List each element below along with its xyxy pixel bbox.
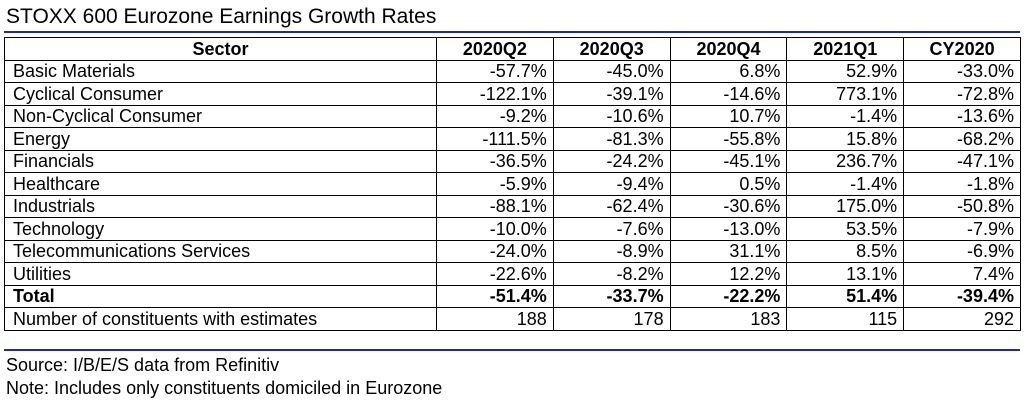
value-cell: -10.6% — [552, 104, 671, 128]
sector-cell: Industrials — [4, 194, 437, 218]
value-cell: 236.7% — [786, 149, 905, 173]
header-row: Sector 2020Q2 2020Q3 2020Q4 2021Q1 CY202… — [4, 37, 1021, 61]
value-cell: 52.9% — [786, 59, 905, 83]
value-cell: -50.8% — [903, 194, 1021, 218]
value-cell: -1.4% — [786, 172, 905, 196]
value-cell: 115 — [786, 307, 905, 331]
sector-cell: Cyclical Consumer — [4, 82, 437, 106]
value-cell: -47.1% — [903, 149, 1021, 173]
table-row: Cyclical Consumer -122.1% -39.1% -14.6% 773.… — [4, 82, 1021, 106]
sector-cell: Number of constituents with estimates — [4, 307, 437, 331]
sector-cell: Basic Materials — [4, 59, 437, 83]
value-cell: -13.0% — [669, 217, 788, 241]
value-cell: 10.7% — [669, 104, 788, 128]
source-note: Source: I/B/E/S data from Refinitiv — [6, 355, 280, 375]
value-cell: -8.2% — [552, 262, 671, 286]
value-cell: 6.8% — [669, 59, 788, 83]
value-cell: 292 — [903, 307, 1021, 331]
value-cell: -55.8% — [669, 127, 788, 151]
value-cell: -22.6% — [436, 262, 554, 286]
column-header-2021q1: 2021Q1 — [786, 37, 905, 61]
value-cell: -81.3% — [552, 127, 671, 151]
bottom-rule — [4, 349, 1020, 351]
value-cell: -68.2% — [903, 127, 1021, 151]
value-cell: -45.0% — [552, 59, 671, 83]
value-cell: -5.9% — [436, 172, 554, 196]
value-cell: -10.0% — [436, 217, 554, 241]
value-cell: 53.5% — [786, 217, 905, 241]
value-cell: -1.8% — [903, 172, 1021, 196]
table-row: Energy -111.5% -81.3% -55.8% 15.8% -68.2% — [4, 127, 1021, 151]
value-cell: -6.9% — [903, 239, 1021, 263]
value-cell: 178 — [552, 307, 671, 331]
value-cell: 7.4% — [903, 262, 1021, 286]
footnotes: Source: I/B/E/S data from Refinitiv Note… — [6, 354, 442, 400]
column-header-2020q2: 2020Q2 — [436, 37, 554, 61]
value-cell: 773.1% — [786, 82, 905, 106]
value-cell: -111.5% — [436, 127, 554, 151]
value-cell: -62.4% — [552, 194, 671, 218]
table-row: Non-Cyclical Consumer -9.2% -10.6% 10.7% -1.… — [4, 104, 1021, 128]
table-row: Telecommunications Services -24.0% -8.9% 31… — [4, 239, 1021, 263]
column-header-2020q4: 2020Q4 — [669, 37, 788, 61]
constituents-row: Number of constituents with estimates 188… — [4, 307, 1021, 331]
table-row: Basic Materials -57.7% -45.0% 6.8% 52.9% -33.… — [4, 59, 1021, 83]
sector-cell: Healthcare — [4, 172, 437, 196]
table-row: Technology -10.0% -7.6% -13.0% 53.5% -7.9% — [4, 217, 1021, 241]
total-row: Total -51.4% -33.7% -22.2% 51.4% -39.4% — [4, 284, 1021, 308]
scope-note: Note: Includes only constituents domicil… — [6, 378, 443, 398]
value-cell: -9.2% — [436, 104, 554, 128]
value-cell: -36.5% — [436, 149, 554, 173]
value-cell: 31.1% — [669, 239, 788, 263]
table-row: Healthcare -5.9% -9.4% 0.5% -1.4% -1.8% — [4, 172, 1021, 196]
value-cell: -51.4% — [436, 284, 554, 308]
value-cell: -33.0% — [903, 59, 1021, 83]
value-cell: -22.2% — [669, 284, 788, 308]
top-rule — [4, 31, 1020, 33]
column-header-2020q3: 2020Q3 — [552, 37, 671, 61]
sector-cell: Utilities — [4, 262, 437, 286]
value-cell: 188 — [436, 307, 554, 331]
sector-cell: Telecommunications Services — [4, 239, 437, 263]
table-title: STOXX 600 Eurozone Earnings Growth Rates — [6, 5, 437, 28]
column-header-sector: Sector — [4, 37, 437, 61]
sector-cell: Technology — [4, 217, 437, 241]
value-cell: 12.2% — [669, 262, 788, 286]
value-cell: -14.6% — [669, 82, 788, 106]
value-cell: -122.1% — [436, 82, 554, 106]
value-cell: 183 — [669, 307, 788, 331]
value-cell: 175.0% — [786, 194, 905, 218]
value-cell: 8.5% — [786, 239, 905, 263]
value-cell: -7.9% — [903, 217, 1021, 241]
column-header-cy2020: CY2020 — [903, 37, 1021, 61]
value-cell: -13.6% — [903, 104, 1021, 128]
value-cell: -1.4% — [786, 104, 905, 128]
value-cell: 13.1% — [786, 262, 905, 286]
earnings-growth-table: Sector 2020Q2 2020Q3 2020Q4 2021Q1 CY202… — [4, 37, 1021, 331]
value-cell: -88.1% — [436, 194, 554, 218]
sector-cell: Non-Cyclical Consumer — [4, 104, 437, 128]
value-cell: -45.1% — [669, 149, 788, 173]
value-cell: -57.7% — [436, 59, 554, 83]
table-row: Financials -36.5% -24.2% -45.1% 236.7% -47.1% — [4, 149, 1021, 173]
value-cell: -7.6% — [552, 217, 671, 241]
value-cell: 15.8% — [786, 127, 905, 151]
value-cell: -24.2% — [552, 149, 671, 173]
value-cell: -24.0% — [436, 239, 554, 263]
table-row: Industrials -88.1% -62.4% -30.6% 175.0% -50.8… — [4, 194, 1021, 218]
value-cell: -9.4% — [552, 172, 671, 196]
value-cell: -33.7% — [552, 284, 671, 308]
value-cell: 51.4% — [786, 284, 905, 308]
sector-cell: Total — [4, 284, 437, 308]
value-cell: 0.5% — [669, 172, 788, 196]
value-cell: -39.1% — [552, 82, 671, 106]
sector-cell: Financials — [4, 149, 437, 173]
value-cell: -39.4% — [903, 284, 1021, 308]
table-row: Utilities -22.6% -8.2% 12.2% 13.1% 7.4% — [4, 262, 1021, 286]
value-cell: -8.9% — [552, 239, 671, 263]
value-cell: -30.6% — [669, 194, 788, 218]
value-cell: -72.8% — [903, 82, 1021, 106]
sector-cell: Energy — [4, 127, 437, 151]
